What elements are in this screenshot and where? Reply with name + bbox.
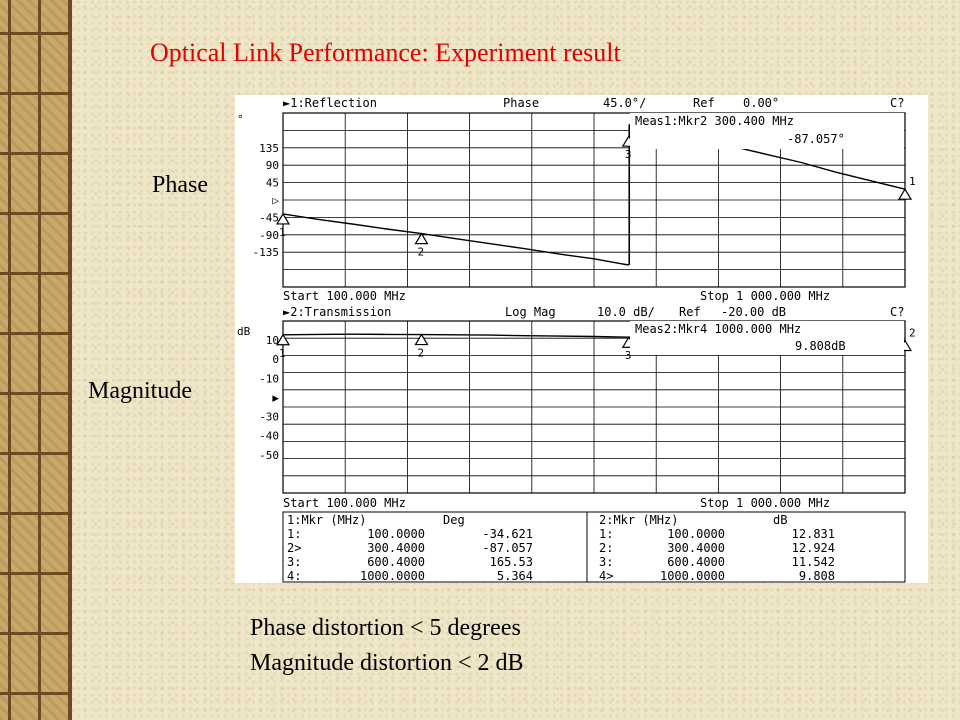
magnitude-marker-label: 3 xyxy=(625,349,632,362)
ch1-readout-box xyxy=(630,113,904,149)
table1-cell: 3: xyxy=(287,555,301,569)
ch1-stop-freq: Stop 1 000.000 MHz xyxy=(700,289,830,303)
table1-cell: 5.364 xyxy=(497,569,533,583)
ch2-channel-label: ►2:Transmission xyxy=(283,305,391,319)
magnitude-marker-label: 2 xyxy=(909,326,916,339)
magnitude-label: Magnitude xyxy=(88,378,192,404)
ch2-start-freq: Start 100.000 MHz xyxy=(283,496,406,510)
phase-ytick-label: 135 xyxy=(259,142,279,155)
table1-cell: 2> xyxy=(287,541,301,555)
table2-cell: 600.4000 xyxy=(667,555,725,569)
ch2-unit: dB xyxy=(237,325,251,338)
magnitude-ytick-label: 0 xyxy=(272,353,279,366)
ch1-unit: ° xyxy=(237,113,244,126)
ch1-marker-readout-line1: Meas1:Mkr2 300.400 MHz xyxy=(635,114,794,128)
ch2-ref-label: Ref xyxy=(679,305,701,319)
magnitude-marker-label: 1 xyxy=(279,347,286,360)
phase-ytick-label: 90 xyxy=(266,159,279,172)
table2-cell: 100.0000 xyxy=(667,527,725,541)
phase-ytick-label: -135 xyxy=(253,246,280,259)
table2-cell: 12.831 xyxy=(792,527,835,541)
table1-header-mkr: 1:Mkr (MHz) xyxy=(287,513,366,527)
phase-label: Phase xyxy=(152,172,208,198)
ch2-format: Log Mag xyxy=(505,305,556,319)
magnitude-ytick-label: -50 xyxy=(259,449,279,462)
ch1-ref-label: Ref xyxy=(693,96,715,110)
magnitude-marker-1 xyxy=(275,333,291,346)
ch2-ref-value: -20.00 dB xyxy=(721,305,786,319)
table1-cell: 600.4000 xyxy=(367,555,425,569)
analyzer-display: ►1:Reflection Phase 45.0°/ Ref 0.00° C? … xyxy=(237,96,916,583)
phase-trace xyxy=(282,213,629,266)
table1-rows: 1: 100.0000 -34.621 2> 300.4000 -87.057 3: 600.… xyxy=(287,527,533,583)
magnitude-ytick-label: 10 xyxy=(266,334,279,347)
phase-ytick-labels: 135 90 45 ▷ -45 -90 -135 xyxy=(253,142,280,259)
ch2-marker-readout-line2: 9.808dB xyxy=(795,339,846,353)
phase-marker-2 xyxy=(414,232,429,245)
phase-ytick-label: -45 xyxy=(259,211,279,224)
table2-cell: 1: xyxy=(599,527,613,541)
table1-header-unit: Deg xyxy=(443,513,465,527)
magnitude-ytick-label: -30 xyxy=(259,411,279,424)
table2-cell: 12.924 xyxy=(792,541,835,555)
magnitude-marker-label: 2 xyxy=(417,347,424,360)
decorative-sidebar xyxy=(0,0,72,720)
phase-marker-label: 1 xyxy=(909,175,916,188)
ch1-format: Phase xyxy=(503,96,539,110)
magnitude-ytick-label: -10 xyxy=(259,372,279,385)
phase-distortion-caption: Phase distortion < 5 degrees xyxy=(250,615,521,641)
table2-cell: 2: xyxy=(599,541,613,555)
table1-cell: 100.0000 xyxy=(367,527,425,541)
phase-marker-4 xyxy=(897,188,913,200)
table1-cell: -34.621 xyxy=(482,527,533,541)
magnitude-distortion-caption: Magnitude distortion < 2 dB xyxy=(250,650,524,676)
ch1-flag: C? xyxy=(890,96,904,110)
phase-markers: 1 2 3 1 xyxy=(275,135,916,259)
phase-marker-label: 2 xyxy=(417,246,424,259)
ch2-flag: C? xyxy=(890,305,904,319)
table2-header-unit: dB xyxy=(773,513,787,527)
table2-cell: 3: xyxy=(599,555,613,569)
table2-cell: 11.542 xyxy=(792,555,835,569)
table2-cell: 300.4000 xyxy=(667,541,725,555)
phase-ytick-label: ▷ xyxy=(272,194,279,207)
table2-cell: 9.808 xyxy=(799,569,835,583)
phase-marker-label: 1 xyxy=(279,226,286,239)
network-analyzer-screen: ►1:Reflection Phase 45.0°/ Ref 0.00° C? … xyxy=(235,95,928,583)
table2-cell: 4> xyxy=(599,569,613,583)
ch1-start-freq: Start 100.000 MHz xyxy=(283,289,406,303)
ch2-scale: 10.0 dB/ xyxy=(597,305,655,319)
magnitude-ytick-label: ▶ xyxy=(272,391,279,404)
magnitude-marker-2 xyxy=(414,333,429,346)
magnitude-ytick-labels: 10 0 -10 ▶ -30 -40 -50 xyxy=(259,334,279,462)
table1-cell: 4: xyxy=(287,569,301,583)
table2-header-mkr: 2:Mkr (MHz) xyxy=(599,513,678,527)
ch2-readout-box xyxy=(630,321,904,355)
phase-marker-label: 3 xyxy=(625,148,632,161)
ch1-scale: 45.0°/ xyxy=(603,96,646,110)
ch1-channel-label: ►1:Reflection xyxy=(283,96,377,110)
table2-cell: 1000.0000 xyxy=(660,569,725,583)
table2-rows: 1: 100.0000 12.831 2: 300.4000 12.924 3: 600.40… xyxy=(599,527,835,583)
marker-table-frame xyxy=(282,511,906,583)
table1-cell: 1: xyxy=(287,527,301,541)
table1-cell: 1000.0000 xyxy=(360,569,425,583)
table1-cell: -87.057 xyxy=(482,541,533,555)
ch2-marker-readout-line1: Meas2:Mkr4 1000.000 MHz xyxy=(635,322,801,336)
slide-title: Optical Link Performance: Experiment res… xyxy=(150,38,621,67)
table1-cell: 300.4000 xyxy=(367,541,425,555)
ch1-marker-readout-line2: -87.057° xyxy=(787,132,845,146)
ch1-ref-value: 0.00° xyxy=(743,96,779,110)
phase-ytick-label: 45 xyxy=(266,177,279,190)
phase-marker-1 xyxy=(275,212,291,225)
ch2-stop-freq: Stop 1 000.000 MHz xyxy=(700,496,830,510)
phase-ytick-label: -90 xyxy=(259,229,279,242)
table1-cell: 165.53 xyxy=(490,555,533,569)
magnitude-ytick-label: -40 xyxy=(259,430,279,443)
